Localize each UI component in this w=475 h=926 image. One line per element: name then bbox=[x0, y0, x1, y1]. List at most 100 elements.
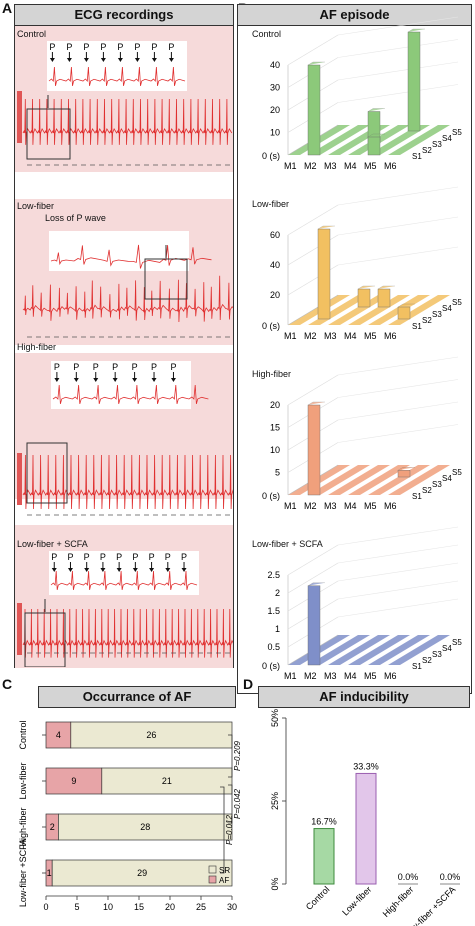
floor-tile bbox=[388, 477, 410, 483]
floor-tile bbox=[428, 125, 450, 131]
gridline bbox=[337, 544, 459, 564]
control-zoom-bg bbox=[47, 41, 187, 91]
floor-tile bbox=[388, 635, 410, 641]
y-tick-label: 10 bbox=[270, 128, 280, 138]
floor-tile bbox=[388, 659, 410, 665]
ecg-row-low-fiber bbox=[15, 199, 233, 345]
x-tick-label: M3 bbox=[324, 161, 337, 171]
floor-tile bbox=[318, 471, 340, 477]
gridline bbox=[287, 204, 339, 236]
p-wave-arrow-head bbox=[117, 58, 123, 62]
floor-tile bbox=[408, 477, 430, 483]
p-wave-arrow-head bbox=[54, 378, 60, 382]
x-tick-label: M5 bbox=[364, 671, 377, 681]
p-wave-arrow-head bbox=[149, 568, 155, 572]
x-tick-label: 10 bbox=[103, 902, 113, 912]
y-tick-label: 40 bbox=[270, 60, 280, 70]
occurrence-title: Occurrance of AF bbox=[39, 687, 235, 707]
af-episode-bar bbox=[377, 288, 391, 308]
floor-tile bbox=[378, 653, 400, 659]
floor-tile bbox=[328, 647, 350, 653]
legend-label-af: AF bbox=[219, 876, 229, 885]
p-wave-label: P bbox=[66, 42, 72, 52]
occurrence-chart: 4 26 Control 9 21 Low-fiber 2 28 High-fiber 1 29 Lo… bbox=[18, 720, 240, 912]
af-episode-bar-top bbox=[307, 582, 325, 586]
y-tick-label: 20 bbox=[270, 400, 280, 410]
gridline bbox=[337, 401, 459, 421]
floor-tile bbox=[288, 149, 310, 155]
gridline bbox=[337, 186, 459, 206]
y-tick-label: 10 bbox=[270, 445, 280, 455]
floor-tile bbox=[408, 137, 430, 143]
floor-tile bbox=[308, 319, 330, 325]
p-wave-label: P bbox=[165, 552, 171, 562]
high-fiber-trace-marker bbox=[17, 453, 22, 505]
gridline bbox=[337, 562, 459, 582]
floor-tile bbox=[348, 319, 370, 325]
floor-tile bbox=[408, 635, 430, 641]
sr-value-label: 28 bbox=[140, 822, 150, 832]
y-tick-label: 20 bbox=[270, 290, 280, 300]
category-label: Control bbox=[18, 720, 28, 749]
af-episode-bar bbox=[367, 136, 381, 156]
af-episode-bar-top bbox=[367, 133, 385, 138]
floor-tile bbox=[338, 301, 360, 307]
af-episode-bar bbox=[307, 585, 321, 666]
ecg-row-label: High-fiber bbox=[17, 342, 57, 352]
floor-tile bbox=[428, 635, 450, 641]
af-episode-bar bbox=[407, 31, 421, 132]
floor-tile bbox=[318, 653, 340, 659]
ecg-annotation: Loss of P wave bbox=[45, 213, 106, 223]
low-fiber-zoom-box bbox=[144, 258, 188, 300]
panel-label-d: D bbox=[243, 676, 254, 692]
category-label: Low-fiber bbox=[340, 884, 373, 917]
floor-tile bbox=[378, 143, 400, 149]
scfa-zoom-box bbox=[24, 612, 66, 667]
data-label: 16.7% bbox=[311, 817, 337, 827]
x-tick-label: M4 bbox=[344, 331, 357, 341]
floor-tile bbox=[328, 635, 350, 641]
occurrence-header: Occurrance of AF bbox=[38, 686, 236, 708]
p-wave-label: P bbox=[151, 42, 157, 52]
p-wave-arrow-head bbox=[112, 378, 118, 382]
gridline bbox=[337, 580, 459, 600]
depth-axis bbox=[287, 294, 339, 326]
af-episode-bar bbox=[397, 470, 411, 478]
p-wave-arrow-head bbox=[49, 58, 55, 62]
floor-tile bbox=[348, 477, 370, 483]
p-wave-label: P bbox=[93, 362, 99, 372]
scfa-trace bbox=[22, 608, 233, 658]
x-tick-label: 25 bbox=[196, 902, 206, 912]
ecg-row-low-fiber-scfa bbox=[15, 525, 233, 668]
sr-bar bbox=[101, 767, 233, 795]
floor-tile bbox=[328, 477, 350, 483]
floor-tile bbox=[318, 641, 340, 647]
category-label: Control bbox=[304, 884, 332, 912]
af-episode-bar-top bbox=[307, 61, 325, 66]
x-tick-label: M2 bbox=[304, 671, 317, 681]
y-tick-label: 2.5 bbox=[267, 570, 280, 580]
floor-tile bbox=[348, 149, 370, 155]
p-wave-arrow-head bbox=[132, 378, 138, 382]
floor-tile bbox=[338, 471, 360, 477]
x-tick-label: M4 bbox=[344, 671, 357, 681]
data-label: 0.0% bbox=[398, 872, 419, 882]
af-chart-label: Control bbox=[252, 29, 282, 39]
floor-tile bbox=[288, 659, 310, 665]
p-wave-arrow-head bbox=[134, 58, 140, 62]
floor-tile bbox=[388, 319, 410, 325]
af-chart-label: High-fiber bbox=[252, 369, 292, 379]
floor-tile bbox=[408, 465, 430, 471]
p-wave-label: P bbox=[51, 552, 57, 562]
gridline bbox=[337, 84, 459, 103]
af-episode-bar bbox=[357, 288, 371, 308]
x-tick-label: 5 bbox=[74, 902, 79, 912]
p-wave-arrow-head bbox=[73, 378, 79, 382]
floor-tile bbox=[328, 295, 350, 301]
gridline bbox=[337, 379, 459, 398]
sr-value-label: 29 bbox=[137, 868, 147, 878]
y-zero-label: 0 (s) bbox=[262, 661, 280, 671]
series-label: S3 bbox=[432, 140, 442, 149]
x-tick-label: M1 bbox=[284, 331, 297, 341]
series-label: S2 bbox=[422, 656, 432, 665]
